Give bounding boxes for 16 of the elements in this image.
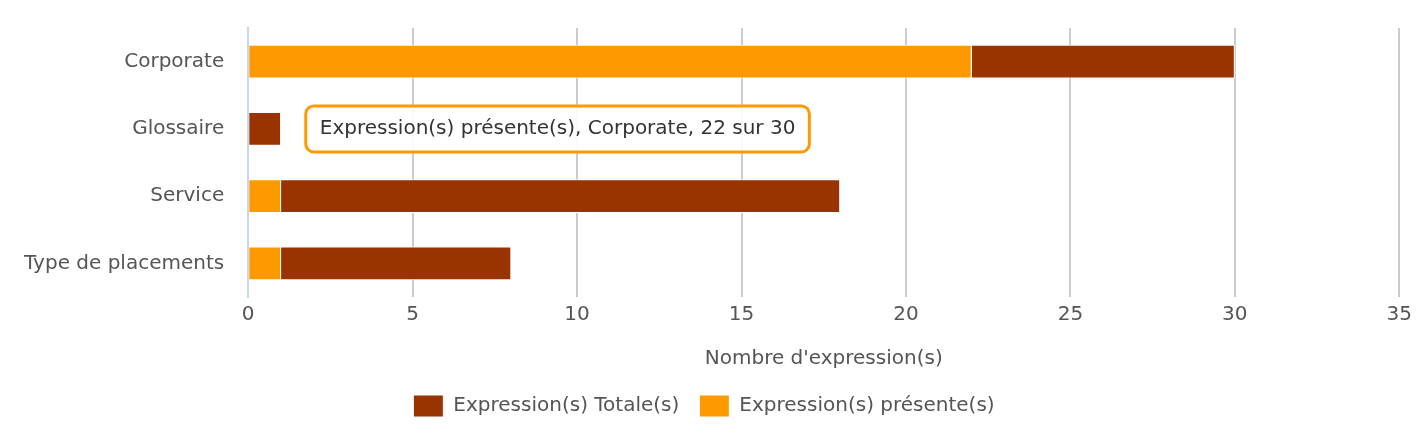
x-tick-label: 35 <box>1386 301 1412 326</box>
y-tick-label: Type de placements <box>23 249 225 274</box>
x-tick-label: 20 <box>893 301 919 326</box>
y-tick-label: Corporate <box>124 47 225 72</box>
x-axis-title: Nombre d'expression(s) <box>704 345 943 370</box>
x-tick-label: 10 <box>564 301 590 326</box>
x-tick-label: 25 <box>1057 301 1084 326</box>
x-tick-label: 30 <box>1222 301 1248 326</box>
x-tick-label: 0 <box>241 301 255 326</box>
legend-label: Expression(s) Totale(s) <box>453 392 680 417</box>
y-tick-label: Glossaire <box>132 115 225 140</box>
annotation: Expression(s) présente(s), Corporate, 22 sur 30 <box>319 115 796 140</box>
legend-label: Expression(s) présente(s) <box>739 392 995 417</box>
y-tick-label: Service <box>150 182 225 207</box>
x-tick-label: 5 <box>406 301 419 326</box>
x-tick-label: 15 <box>728 301 755 326</box>
